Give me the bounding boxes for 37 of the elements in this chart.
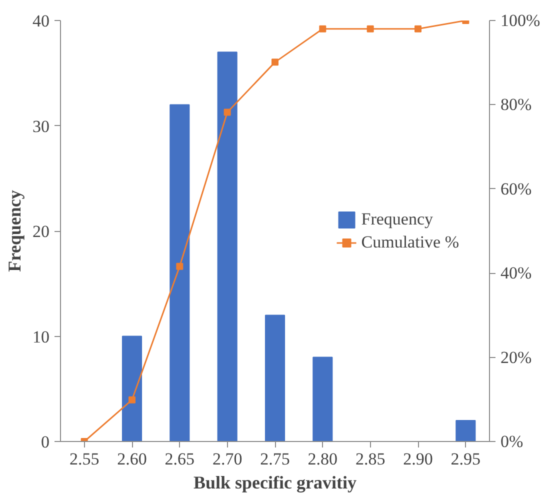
x-tick-label: 2.95 — [450, 450, 481, 468]
y2-tick-label: 100% — [500, 11, 540, 30]
point — [414, 25, 422, 32]
x-tick-label: 2.70 — [212, 450, 242, 468]
point — [319, 25, 326, 32]
bar — [456, 420, 476, 442]
x-tick-label: 2.65 — [164, 450, 195, 468]
bar — [170, 104, 190, 442]
y-tick-label: 40 — [32, 12, 50, 30]
bar — [217, 52, 238, 442]
y-tick-label: 0 — [41, 432, 50, 452]
x-tick-label: 2.85 — [355, 450, 386, 468]
point — [272, 58, 278, 66]
x-tick-label: 2.75 — [260, 450, 290, 468]
x-axis-title: Bulk specific gravitiy — [194, 472, 357, 492]
y2-tick-label: 40% — [500, 264, 532, 283]
point — [128, 396, 136, 404]
point — [224, 108, 231, 116]
y-tick-label: 10 — [32, 327, 50, 346]
x-tick-label: 2.55 — [69, 450, 100, 468]
point — [366, 25, 374, 32]
y-tick-label: 20 — [32, 222, 50, 241]
x-tick-label: 2.90 — [403, 450, 433, 468]
x-tick-label: 2.60 — [117, 450, 147, 468]
y2-tick-label: 60% — [500, 179, 532, 198]
y-tick-label: 30 — [32, 116, 50, 136]
bar — [264, 314, 286, 442]
y2-tick-label: 80% — [500, 95, 532, 114]
y2-tick-label: 20% — [500, 348, 532, 367]
bar — [122, 336, 142, 442]
legend-label: Cumulative % — [361, 232, 459, 252]
x-tick-label: 2.80 — [308, 450, 338, 468]
y-axis-title: Frequency — [4, 190, 24, 272]
bar — [312, 356, 333, 442]
point — [176, 262, 184, 270]
legend-label: Frequency — [361, 209, 434, 229]
y2-tick-label: 0% — [500, 432, 524, 451]
